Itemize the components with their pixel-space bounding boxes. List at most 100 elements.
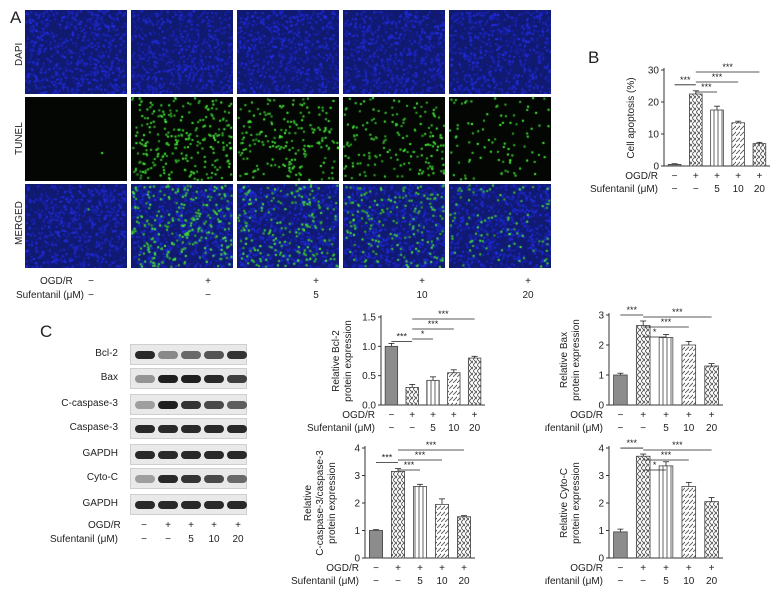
sufentanil-value: −: [617, 423, 623, 434]
ccasp-chart: 0 1 2 3 4 Relative C-caspase-3/caspase-3 protei…: [291, 440, 475, 587]
ogd-value: +: [451, 410, 457, 421]
y-tick-label: 1: [598, 371, 604, 382]
panel-c-suf-value: −: [165, 534, 171, 545]
blot-band: [227, 425, 247, 433]
y-tick-label: 1: [598, 526, 604, 537]
y-tick-label: 20: [648, 98, 660, 109]
y-tick-label: 2: [354, 499, 360, 510]
y-tick-label: 0: [653, 162, 659, 173]
blot-band: [181, 375, 201, 383]
blot-band: [135, 401, 155, 409]
y-axis-label: Relative Cyto-C: [559, 468, 570, 538]
panel-a-ogd-value: +: [205, 276, 211, 287]
bar: [689, 93, 703, 167]
significance-label: ***: [404, 460, 415, 470]
ogd-value: −: [617, 410, 623, 421]
blot-band: [227, 451, 247, 459]
panel-a-ogd-value: +: [419, 276, 425, 287]
panel-c-ogd-label: OGD/R: [88, 520, 121, 531]
panel-a-suf-value: 5: [313, 290, 319, 301]
bar: [613, 374, 628, 406]
y-tick-label: 10: [648, 130, 660, 141]
blot-band: [204, 401, 224, 409]
ogd-value: +: [709, 410, 715, 421]
sufentanil-label: Sufentanil (μM): [545, 576, 603, 587]
blot-label-bax: Bax: [100, 372, 118, 383]
blot-label-gapdh: GAPDH: [82, 448, 118, 459]
blot-band: [158, 351, 178, 359]
ogd-value: +: [640, 563, 646, 574]
ogd-value: +: [709, 563, 715, 574]
blot-label-c-caspase3: C-caspase-3: [61, 398, 118, 409]
bar: [384, 345, 399, 406]
micrograph-dapi-1: [25, 10, 127, 94]
bar: [635, 325, 651, 406]
significance-label: ***: [627, 438, 638, 448]
y-axis-label: protein expression: [571, 462, 582, 544]
row-label-dapi: DAPI: [14, 42, 25, 66]
significance-label: ***: [680, 75, 691, 85]
ogd-value: +: [439, 563, 445, 574]
ogd-value: −: [388, 410, 394, 421]
ogd-label: OGD/R: [326, 563, 359, 574]
y-tick-label: 3: [598, 471, 604, 482]
y-tick-label: 0: [598, 401, 604, 412]
panel-a-suf-value: 10: [416, 290, 428, 301]
micrograph-tunel-2: [131, 97, 233, 181]
bar: [467, 357, 482, 406]
sufentanil-value: −: [395, 576, 401, 587]
panel-a-ogd-value: −: [88, 276, 94, 287]
sufentanil-label: Sufentanil (μM): [307, 423, 375, 434]
bar: [434, 503, 449, 559]
sufentanil-value: 10: [683, 576, 695, 587]
blot-band: [204, 475, 224, 483]
blot-band: [227, 351, 247, 359]
panel-a-suf-value: −: [88, 290, 94, 301]
sufentanil-value: 5: [430, 423, 436, 434]
blot-band: [158, 425, 178, 433]
sufentanil-value: 10: [448, 423, 460, 434]
panel-c-suf-value: −: [141, 534, 147, 545]
sufentanil-label: Sufentanil (μM): [545, 423, 603, 434]
sufentanil-value: 5: [663, 576, 669, 587]
bar: [731, 122, 745, 167]
ogd-value: −: [672, 171, 678, 182]
significance-label: *: [421, 329, 425, 339]
y-axis-label: Relative: [303, 485, 314, 522]
ogd-value: −: [373, 563, 379, 574]
blot-band: [181, 425, 201, 433]
ogd-value: +: [714, 171, 720, 182]
sufentanil-value: −: [693, 184, 699, 195]
y-axis-label: Relative Bax: [559, 332, 570, 388]
ogd-value: +: [417, 563, 423, 574]
ogd-value: +: [735, 171, 741, 182]
ogd-value: +: [409, 410, 415, 421]
micrograph-merged-3: [237, 184, 339, 268]
y-tick-label: 1: [354, 526, 360, 537]
significance-label: ***: [382, 453, 393, 463]
panel-a-suf-value: −: [205, 290, 211, 301]
blot-strip-cytoc: [130, 468, 247, 489]
blot-band: [181, 401, 201, 409]
sufentanil-value: −: [672, 184, 678, 195]
micrograph-dapi-5: [449, 10, 551, 94]
row-label-tunel: TUNEL: [14, 122, 25, 155]
ogd-value: +: [693, 171, 699, 182]
y-tick-label: 1.5: [362, 313, 376, 324]
panel-c-suf-value: 10: [208, 534, 220, 545]
bar: [658, 337, 674, 406]
blot-strip-caspase3: [130, 418, 247, 439]
significance-label: *: [653, 460, 657, 470]
ogd-label: OGD/R: [625, 171, 658, 182]
micrograph-tunel-5: [449, 97, 551, 181]
y-tick-label: 2: [598, 341, 604, 352]
blot-band: [135, 375, 155, 383]
significance-label: ***: [415, 450, 426, 460]
sufentanil-value: −: [388, 423, 394, 434]
y-axis-label: Relative Bcl-2: [331, 330, 342, 392]
ogd-value: +: [686, 410, 692, 421]
blot-band: [181, 501, 201, 509]
panel-c-ogd-value: +: [165, 520, 171, 531]
micrograph-tunel-3: [237, 97, 339, 181]
bar: [658, 465, 674, 559]
